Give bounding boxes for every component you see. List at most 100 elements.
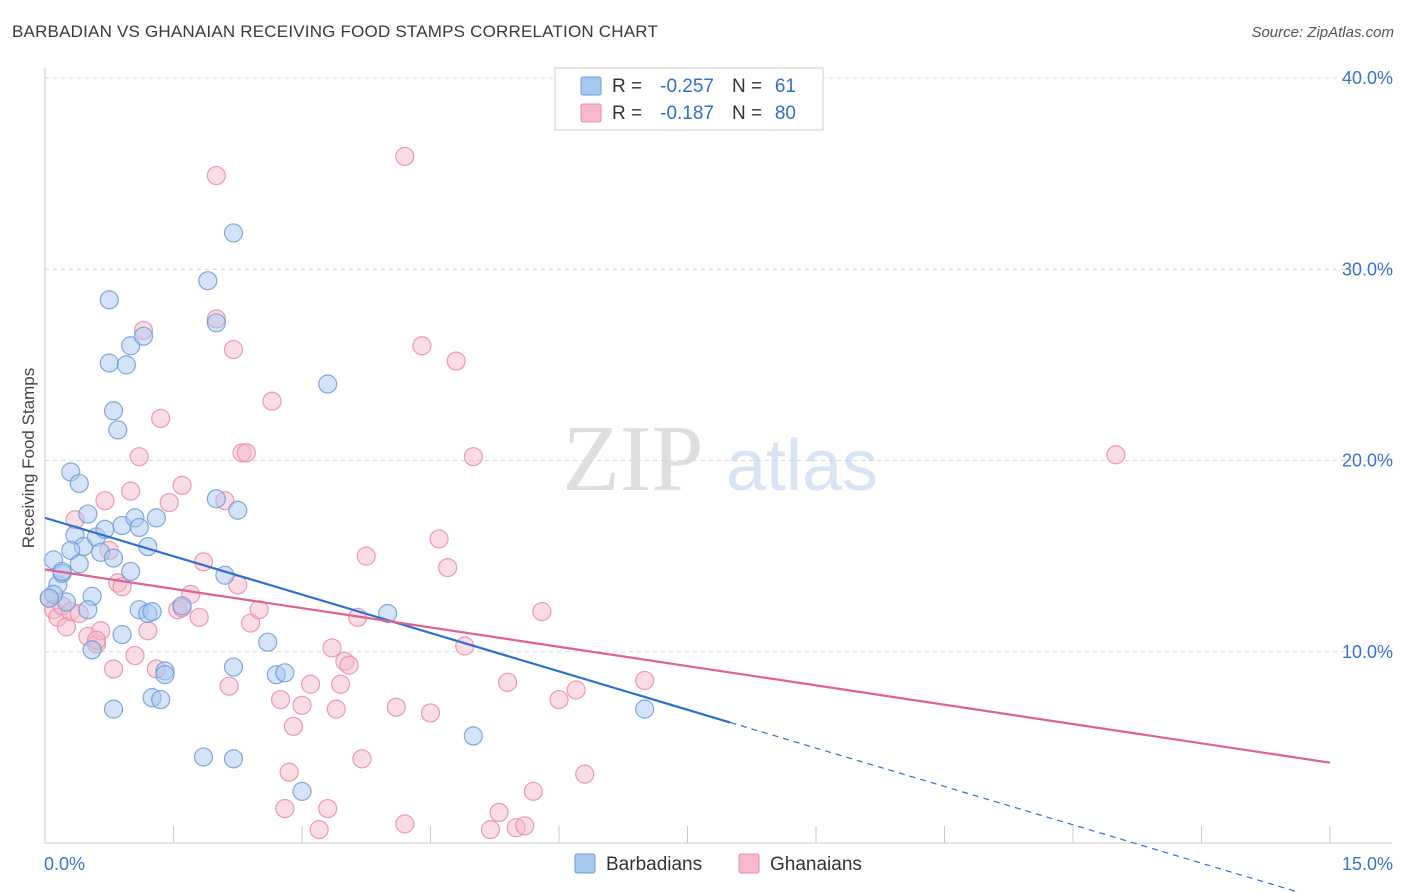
ghanaians-point	[635, 670, 655, 691]
legend-swatch-barbadians	[580, 76, 602, 96]
y-axis-label: Receiving Food Stamps	[19, 368, 38, 548]
ghanaians-point	[549, 689, 569, 710]
barbadians-point	[223, 223, 244, 243]
barbadians-point	[103, 401, 124, 421]
ghanaians-point	[489, 802, 509, 823]
ghanaians-point	[386, 697, 406, 717]
legend-r-label-1: R =	[612, 76, 642, 97]
barbadians-point	[318, 374, 338, 394]
barbadians-point	[121, 336, 141, 356]
barbadians-point	[78, 504, 98, 524]
barbadians-point	[635, 699, 655, 719]
legend-n-value-2: 80	[775, 103, 796, 124]
ghanaians-point	[352, 749, 372, 769]
legend-n-label-1: N =	[732, 76, 762, 97]
ghanaians-point	[1106, 445, 1126, 465]
ghanaians-point	[515, 816, 535, 836]
ghanaians-point	[275, 798, 295, 819]
ghanaians-point	[121, 481, 141, 501]
ghanaians-point	[241, 613, 261, 633]
ghanaians-point	[159, 492, 179, 513]
barbadians-point	[292, 781, 312, 801]
barbadians-point	[69, 554, 89, 574]
barbadians-point	[82, 640, 102, 660]
series-legend-label-barbadians: Barbadians	[606, 854, 702, 875]
barbadians-point	[142, 601, 162, 622]
series-legend-label-ghanaians: Ghanaians	[770, 854, 862, 875]
ghanaians-point	[95, 491, 115, 511]
ghanaians-point	[498, 672, 518, 692]
barbadians-point	[146, 508, 166, 528]
barbadians-point	[228, 500, 248, 520]
ghanaians-point	[480, 820, 501, 840]
ghanaians-point	[322, 638, 342, 658]
ghanaians-point	[292, 695, 312, 715]
ghanaians-point	[279, 762, 299, 782]
y-tick-label: 30.0%	[1342, 259, 1393, 279]
watermark-atlas: atlas	[726, 426, 878, 506]
ghanaians-point	[172, 475, 192, 495]
ghanaians-point	[463, 447, 483, 467]
ghanaians-point	[236, 443, 256, 463]
ghanaians-trend-line	[44, 568, 1331, 764]
barbadians-point	[223, 657, 244, 677]
y-tick-labels: 10.0% 20.0% 30.0% 40.0%	[1342, 68, 1393, 662]
ghanaians-point	[395, 146, 415, 167]
barbadians-trend-extension	[730, 721, 1301, 892]
barbadians-point	[78, 600, 98, 620]
ghanaians-point	[566, 680, 586, 700]
ghanaians-point	[420, 703, 441, 723]
ghanaians-point	[523, 781, 543, 801]
barbadians-point	[463, 726, 483, 746]
chart-title: BARBADIAN VS GHANAIAN RECEIVING FOOD STA…	[12, 22, 659, 41]
barbadians-point	[133, 326, 154, 346]
barbadians-point	[112, 624, 132, 645]
ghanaians-point	[189, 607, 209, 627]
legend-r-value-2: -0.187	[660, 103, 714, 124]
ghanaians-point	[326, 699, 346, 719]
legend-r-label-2: R =	[612, 103, 642, 124]
ghanaians-point	[309, 820, 329, 840]
y-tick-label: 20.0%	[1342, 451, 1393, 471]
barbadians-point	[172, 596, 192, 616]
barbadians-point	[129, 517, 149, 538]
ghanaians-point	[438, 557, 458, 578]
ghanaians-point	[330, 674, 351, 694]
y-tick-label: 10.0%	[1342, 642, 1393, 662]
x-tick-label-min: 0.0%	[44, 854, 85, 874]
ghanaians-point	[151, 408, 171, 429]
barbadians-point	[108, 420, 128, 440]
ghanaians-point	[446, 351, 466, 371]
legend-swatch-ghanaians	[580, 103, 602, 123]
axes	[44, 68, 1392, 844]
legend-n-label-2: N =	[732, 103, 762, 124]
series-legend-swatch-barbadians	[574, 853, 596, 874]
grid-lines	[45, 77, 1392, 653]
series-legend: Barbadians Ghanaians	[574, 853, 862, 875]
ghanaians-point	[412, 336, 432, 356]
ghanaians-point	[125, 645, 145, 666]
barbadians-points	[39, 223, 655, 801]
barbadians-point	[206, 313, 226, 333]
ghanaians-point	[219, 676, 239, 696]
correlation-legend: R = -0.257 N = 61 R = -0.187 N = 80	[554, 67, 824, 131]
ghanaians-point	[206, 165, 226, 186]
ghanaians-point	[283, 716, 304, 736]
barbadians-point	[103, 548, 124, 568]
ghanaians-point	[223, 339, 244, 360]
legend-n-value-1: 61	[775, 76, 796, 97]
source-credit: Source: ZipAtlas.com	[1251, 24, 1394, 41]
barbadians-point	[69, 473, 89, 494]
ghanaians-point	[532, 601, 552, 622]
watermark: ZIP atlas	[563, 407, 879, 511]
watermark-zip: ZIP	[563, 407, 704, 511]
legend-r-value-1: -0.257	[660, 76, 714, 97]
ghanaians-point	[270, 689, 291, 710]
barbadians-point	[198, 271, 218, 291]
barbadians-point	[155, 665, 175, 685]
barbadians-point	[223, 749, 244, 769]
barbadians-point	[193, 747, 214, 767]
ghanaians-point	[395, 814, 415, 834]
ghanaians-point	[300, 674, 321, 694]
